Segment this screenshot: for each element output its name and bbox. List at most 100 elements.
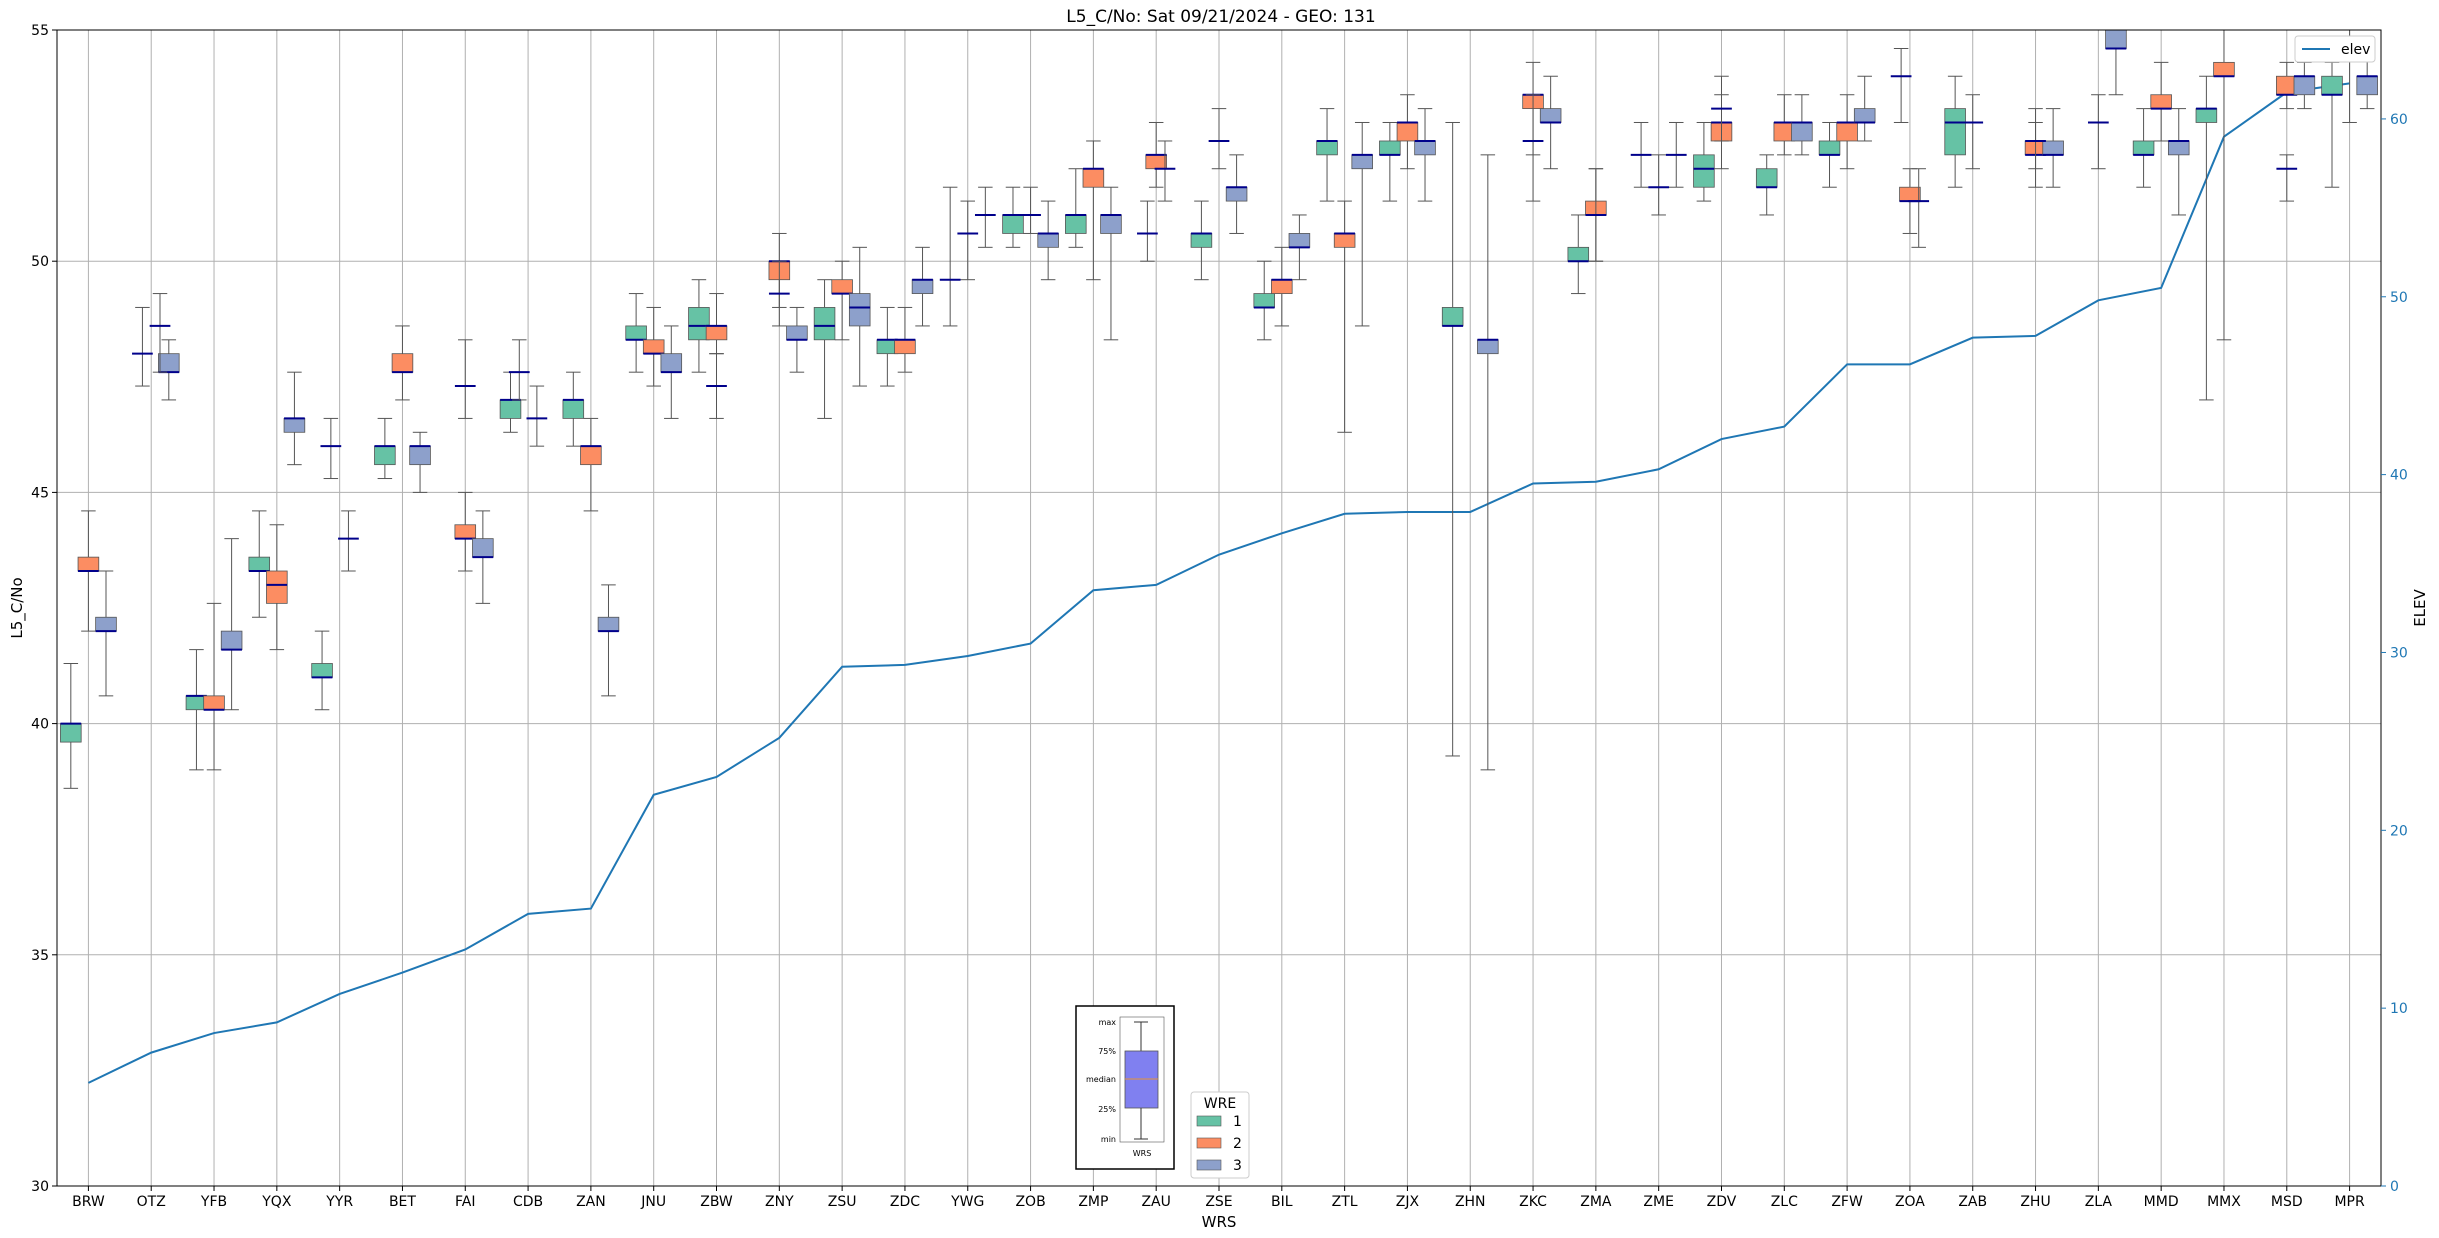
box-body	[2195, 108, 2218, 123]
box-wre-2	[77, 510, 100, 632]
box-body	[220, 630, 243, 651]
median-marker	[1522, 94, 1544, 202]
box-wre-1	[374, 417, 396, 480]
box-wre-2	[1333, 200, 1356, 433]
wre-legend-swatch-1	[1196, 1115, 1222, 1127]
box-wre-1	[1567, 214, 1590, 295]
box-body	[283, 418, 306, 433]
y2-tick-label: 50	[2390, 290, 2408, 306]
box-wre-1	[562, 371, 585, 447]
median-marker	[1962, 94, 1984, 170]
x-tick-label: ZJX	[1396, 1194, 1420, 1210]
box-wre-1	[1693, 121, 1715, 202]
x-tick-label: ZNY	[765, 1194, 794, 1210]
median-marker	[939, 186, 961, 327]
box-wre-3	[2293, 61, 2316, 110]
box-body	[1351, 154, 1373, 170]
box-body	[1693, 154, 1715, 188]
median-marker	[974, 186, 996, 248]
box-body	[1065, 214, 1087, 234]
box-body	[688, 307, 710, 341]
median-marker	[338, 510, 359, 572]
y2-tick-label: 40	[2390, 468, 2408, 484]
wre-legend: WRE 1 2 3	[1190, 1091, 1250, 1179]
wre-legend-swatch-3	[1196, 1159, 1222, 1171]
x-tick-label: YQX	[261, 1194, 292, 1210]
median-marker	[2025, 108, 2046, 170]
median-marker	[1585, 168, 1607, 262]
x-tick-label: ZSU	[828, 1194, 857, 1210]
x-tick-label: ZSE	[1205, 1194, 1232, 1210]
median-marker	[508, 339, 530, 401]
box-body	[409, 445, 431, 466]
inset-label-min: min	[1101, 1135, 1116, 1144]
x-tick-label: FAI	[455, 1194, 475, 1210]
box-wre-3	[95, 570, 117, 697]
x-tick-label: ZTL	[1332, 1194, 1358, 1210]
x-tick-label: ZHN	[1455, 1194, 1486, 1210]
box-wre-2	[2276, 61, 2298, 110]
x-tick-label: ZKC	[1519, 1194, 1547, 1210]
box-wre-2	[2213, 29, 2235, 341]
box-body	[77, 556, 100, 572]
y-tick-label: 40	[31, 717, 49, 733]
x-tick-label: ZAU	[1141, 1194, 1170, 1210]
box-body	[2150, 94, 2172, 110]
box-wre-2	[580, 417, 602, 512]
y2-tick-label: 10	[2390, 1001, 2408, 1017]
x-tick-label: ZAB	[1958, 1194, 1987, 1210]
y2-tick-label: 60	[2390, 112, 2408, 128]
elev-legend: elev	[2294, 35, 2376, 63]
box-wre-2	[2150, 61, 2172, 142]
box-body	[2167, 140, 2190, 156]
box-body	[1791, 122, 1813, 142]
inset-label-q1: 25%	[1098, 1105, 1116, 1114]
box-wre-1	[2195, 75, 2218, 401]
box-wre-3	[1100, 186, 1122, 341]
box-wre-1	[60, 662, 82, 789]
median-marker	[1137, 200, 1158, 262]
x-tick-label: ZDC	[890, 1194, 920, 1210]
box-body	[391, 353, 414, 373]
median-marker	[1630, 121, 1652, 188]
box-wre-3	[1288, 214, 1311, 281]
x-tick-label: YYR	[325, 1194, 353, 1210]
box-wre-1	[2132, 108, 2155, 188]
box-body	[786, 325, 808, 341]
box-wre-2	[705, 293, 728, 355]
inset-label-median: median	[1086, 1075, 1116, 1084]
box-wre-3	[1037, 200, 1059, 281]
box-wre-1	[1441, 121, 1464, 757]
x-tick-label: ZFW	[1831, 1194, 1863, 1210]
box-wre-3	[2356, 47, 2378, 110]
median-marker	[2276, 154, 2298, 202]
box-body	[1944, 108, 1966, 156]
chart-title: L5_C/No: Sat 09/21/2024 - GEO: 131	[1066, 7, 1375, 27]
x-tick-label: ZMP	[1078, 1194, 1108, 1210]
box-wre-1	[1379, 121, 1401, 202]
box-wre-3	[1791, 94, 1813, 156]
box-body	[454, 524, 477, 540]
median-marker	[1648, 154, 1670, 216]
y-tick-label: 55	[31, 23, 49, 39]
box-body	[1853, 108, 1876, 123]
wre-legend-label-3: 3	[1233, 1158, 1242, 1174]
box-body	[95, 616, 117, 632]
x-tick-label: BET	[389, 1194, 416, 1210]
box-wre-1	[1316, 108, 1338, 202]
box-wre-3	[597, 584, 620, 697]
box-body	[1396, 122, 1419, 142]
x-tick-label: ZAN	[576, 1194, 606, 1210]
box-wre-1	[813, 279, 836, 419]
x-tick-label: CDB	[513, 1194, 543, 1210]
box-body	[311, 663, 333, 678]
median-marker	[706, 353, 727, 419]
box-wre-3	[1853, 75, 1876, 142]
box-wre-3	[786, 306, 808, 373]
box-body	[203, 695, 225, 711]
box-body	[1288, 233, 1311, 248]
box-body	[1836, 122, 1858, 142]
box-body	[1477, 339, 1499, 355]
box-body	[848, 293, 871, 327]
box-wre-1	[1190, 200, 1213, 281]
